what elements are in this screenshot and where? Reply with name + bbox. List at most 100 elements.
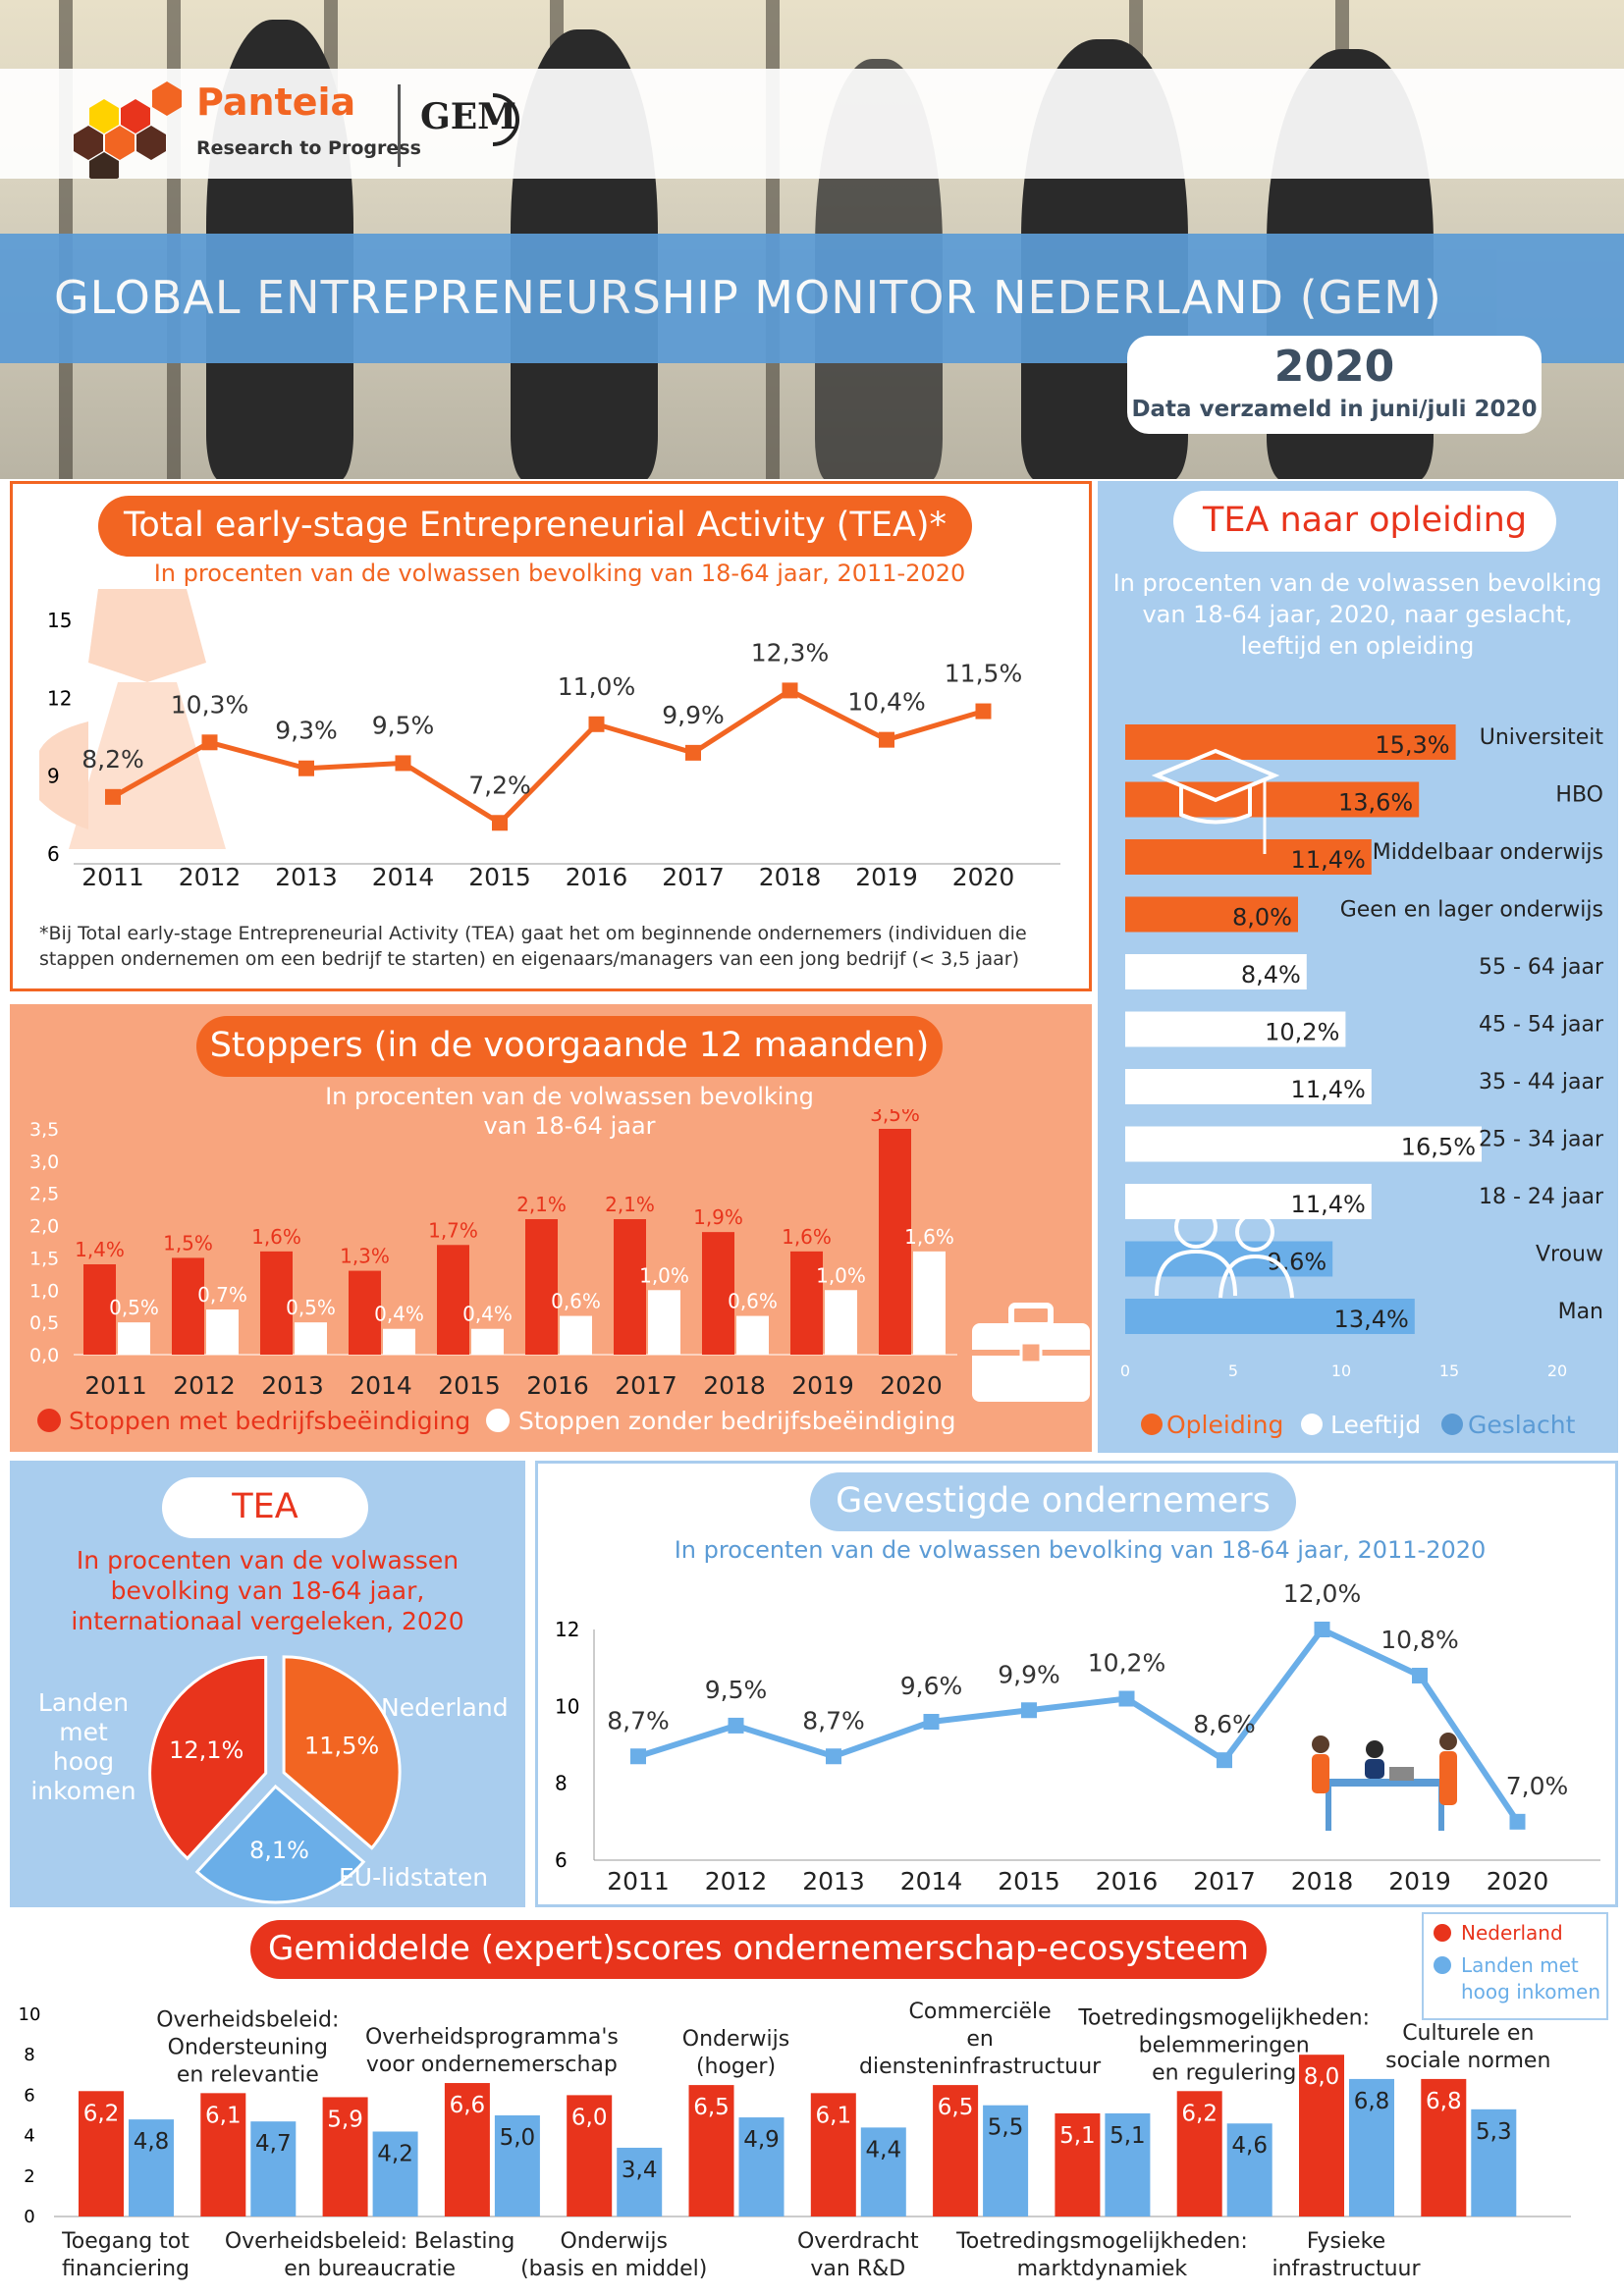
- eco-category-label: Commerciële: [909, 2000, 1052, 2024]
- eco-category-label: marktdynamiek: [1017, 2257, 1188, 2281]
- opleiding-x-tick: 15: [1439, 1362, 1459, 1380]
- tea-data-label: 7,2%: [468, 771, 531, 799]
- tea-point: [298, 760, 314, 776]
- eco-bar-high-income: [250, 2121, 297, 2216]
- eco-bar-nl: [810, 2093, 856, 2216]
- people-icon: [1155, 1205, 1294, 1299]
- stoppers-bar-zonder: [736, 1315, 769, 1355]
- eco-data-label: 5,0: [500, 2125, 536, 2151]
- eco-bar-high-income: [1226, 2123, 1272, 2216]
- eco-bar-nl: [567, 2095, 613, 2216]
- opleiding-bar: [1125, 896, 1298, 933]
- legend-swatch-geslacht: [1441, 1414, 1463, 1435]
- pie-data-label: 8,1%: [249, 1837, 309, 1864]
- stoppers-data-label: 3,5%: [870, 1109, 920, 1126]
- stoppers-data-label: 2,1%: [516, 1193, 567, 1216]
- eco-bar-nl: [200, 2093, 246, 2216]
- eco-y-tick: 8: [24, 2045, 34, 2065]
- gevestigd-data-label: 9,5%: [705, 1676, 768, 1704]
- tea-point: [201, 734, 218, 751]
- opleiding-bar: [1125, 954, 1307, 989]
- eco-bar-high-income: [983, 2105, 1029, 2216]
- eco-bar-nl: [933, 2085, 979, 2216]
- eco-data-label: 8,0: [1304, 2064, 1340, 2090]
- pie-label-high-income: Landen met hoog inkomen: [29, 1688, 137, 1806]
- opleiding-sub-1: In procenten van de volwassen bevolking: [1112, 569, 1602, 597]
- stoppers-bar-zonder: [560, 1315, 592, 1355]
- opleiding-data-label: 11,4%: [1291, 846, 1366, 874]
- stoppers-bar-met: [349, 1270, 381, 1355]
- meeting-illustration: [1312, 1733, 1457, 1831]
- tea-x-tick: 2012: [179, 863, 242, 891]
- tea-x-tick: 2020: [952, 863, 1015, 891]
- opleiding-x-tick: 5: [1228, 1362, 1238, 1380]
- eco-bar-high-income: [1105, 2112, 1151, 2216]
- stoppers-y-tick: 3,5: [29, 1119, 59, 1141]
- eco-data-label: 5,5: [988, 2115, 1024, 2141]
- tea-point: [879, 731, 894, 748]
- opleiding-bar: [1125, 1069, 1372, 1104]
- opleiding-category-label: 45 - 54 jaar: [1479, 1013, 1604, 1038]
- stoppers-y-tick: 2,0: [29, 1216, 59, 1238]
- stoppers-x-tick: 2019: [791, 1371, 854, 1400]
- gevestigd-y-tick: 12: [555, 1618, 579, 1641]
- opleiding-category-label: 25 - 34 jaar: [1479, 1128, 1604, 1152]
- legend-opleiding: Opleiding: [1166, 1411, 1284, 1439]
- stoppers-bar-met: [83, 1264, 116, 1355]
- stoppers-x-tick: 2016: [526, 1371, 589, 1400]
- gem-logo-arc: [492, 93, 519, 146]
- pie-slice: [148, 1655, 268, 1861]
- gevestigd-point: [728, 1717, 744, 1734]
- eco-legend-hi-2: hoog inkomen: [1461, 1980, 1601, 2003]
- tea-footnote-1: *Bij Total early-stage Entrepreneurial A…: [39, 923, 1027, 944]
- eco-title: Gemiddelde (expert)scores ondernemerscha…: [250, 1920, 1267, 1979]
- eco-bar-nl: [1299, 2055, 1344, 2216]
- stoppers-x-tick: 2017: [615, 1371, 677, 1400]
- tea-y-tick: 12: [47, 686, 72, 710]
- eco-bar-nl: [444, 2083, 490, 2216]
- stoppers-data-label: 0,6%: [728, 1290, 778, 1313]
- tea-data-label: 10,3%: [171, 690, 248, 719]
- stoppers-bar-met: [614, 1219, 646, 1355]
- pie-data-label: 11,5%: [304, 1733, 379, 1760]
- eco-category-label: infrastructuur: [1272, 2257, 1421, 2281]
- stoppers-bar-met: [260, 1251, 293, 1355]
- tea-data-label: 10,4%: [847, 688, 925, 717]
- opleiding-data-label: 15,3%: [1375, 731, 1449, 759]
- eco-bar-nl: [322, 2097, 368, 2216]
- tea-x-tick: 2017: [662, 863, 725, 891]
- opleiding-x-tick: 10: [1331, 1362, 1351, 1380]
- opleiding-bar: [1125, 724, 1456, 760]
- eco-category-label: diensteninfrastructuur: [859, 2055, 1102, 2079]
- eco-bar-high-income: [1349, 2078, 1394, 2216]
- gevestigd-subtitle: In procenten van de volwassen bevolking …: [674, 1536, 1487, 1564]
- gevestigd-x-tick: 2020: [1487, 1867, 1549, 1896]
- eco-bar-nl: [1055, 2112, 1101, 2216]
- eco-data-label: 6,5: [938, 2095, 974, 2120]
- eco-bar-nl: [79, 2091, 124, 2216]
- opleiding-category-label: 55 - 64 jaar: [1479, 955, 1604, 980]
- eco-category-label: Ondersteuning: [168, 2035, 328, 2059]
- eco-bar-high-income: [617, 2147, 663, 2216]
- stoppers-x-tick: 2014: [350, 1371, 412, 1400]
- gevestigd-x-tick: 2016: [1096, 1867, 1159, 1896]
- stoppers-bar-zonder: [383, 1328, 415, 1355]
- opleiding-category-label: 18 - 24 jaar: [1479, 1185, 1604, 1209]
- eco-bar-high-income: [129, 2119, 174, 2216]
- eco-category-label: Onderwijs: [560, 2229, 667, 2254]
- tea-data-label: 9,9%: [662, 701, 725, 729]
- opleiding-data-label: 10,2%: [1265, 1019, 1339, 1046]
- tea-x-tick: 2014: [372, 863, 435, 891]
- legend-zonder: Stoppen zonder bedrijfsbeëindiging: [518, 1407, 956, 1435]
- tea-point: [492, 815, 508, 831]
- eco-category-label: sociale normen: [1385, 2049, 1550, 2073]
- gevestigd-series-line: [637, 1626, 1520, 1824]
- eco-category-label: van R&D: [810, 2257, 905, 2281]
- eco-data-label: 5,3: [1476, 2119, 1512, 2145]
- eco-y-tick: 4: [24, 2126, 34, 2147]
- gevestigd-title: Gevestigde ondernemers: [810, 1472, 1296, 1531]
- gevestigd-y-tick: 6: [555, 1848, 568, 1872]
- stoppers-bar-zonder: [825, 1290, 857, 1355]
- pie-slice: [194, 1784, 366, 1904]
- gevestigd-data-label: 9,9%: [998, 1660, 1060, 1688]
